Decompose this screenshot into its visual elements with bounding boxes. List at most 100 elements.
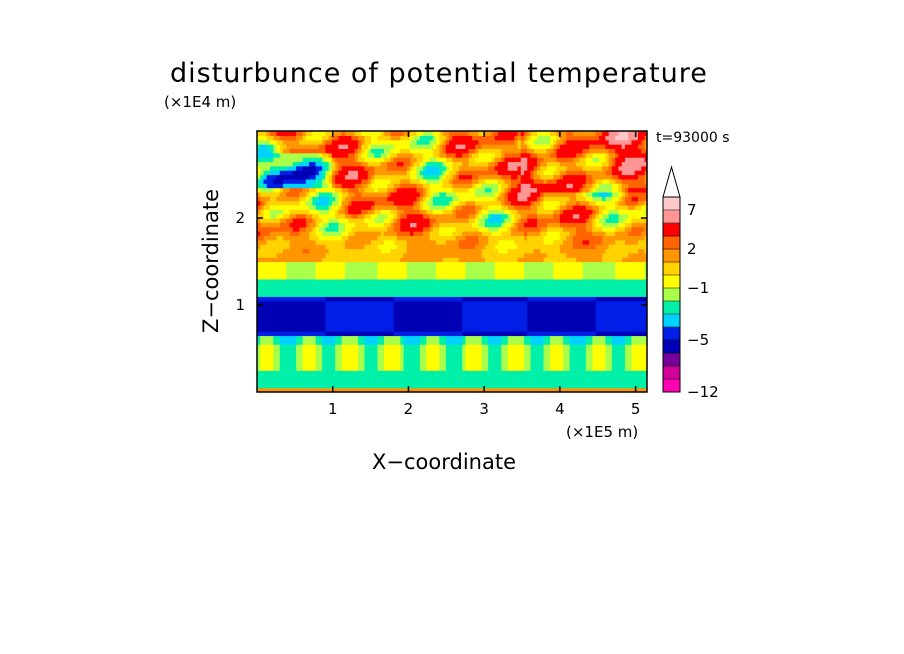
heatmap-cell — [458, 261, 463, 267]
heatmap-cell — [273, 239, 278, 245]
heatmap-cell — [344, 261, 349, 267]
heatmap-cell — [270, 218, 274, 223]
heatmap-cell — [299, 278, 304, 284]
heatmap-cell — [260, 357, 265, 363]
heatmap-cell — [533, 231, 538, 236]
heatmap-cell — [423, 344, 427, 350]
heatmap-cell — [380, 287, 385, 293]
heatmap-cell — [585, 213, 590, 219]
heatmap-cell — [468, 357, 473, 363]
heatmap-cell — [540, 348, 545, 354]
heatmap-cell — [628, 361, 633, 367]
heatmap-cell — [468, 296, 473, 302]
heatmap-cell — [481, 370, 486, 376]
heatmap-cell — [514, 374, 519, 380]
heatmap-cell — [494, 300, 499, 306]
heatmap-cell — [279, 226, 284, 232]
heatmap-cell — [553, 291, 558, 297]
heatmap-cell — [621, 322, 626, 328]
heatmap-cell — [628, 213, 633, 219]
heatmap-cell — [585, 300, 590, 306]
heatmap-cell — [328, 231, 333, 236]
heatmap-cell — [279, 274, 284, 280]
heatmap-cell — [598, 313, 603, 319]
heatmap-cell — [266, 226, 271, 232]
heatmap-cell — [413, 339, 418, 345]
heatmap-cell — [328, 261, 333, 267]
heatmap-cell — [348, 248, 353, 254]
heatmap-cell — [481, 248, 486, 254]
heatmap-cell — [602, 244, 607, 250]
heatmap-cell — [403, 287, 408, 293]
heatmap-cell — [618, 387, 623, 392]
heatmap-cell — [631, 344, 636, 350]
heatmap-cell — [257, 344, 261, 350]
heatmap-cell — [384, 239, 388, 245]
heatmap-cell — [641, 374, 646, 380]
heatmap-cell — [628, 335, 633, 341]
heatmap-cell — [348, 274, 353, 280]
heatmap-cell — [357, 352, 362, 358]
heatmap-cell — [517, 244, 522, 250]
heatmap-cell — [615, 265, 620, 271]
heatmap-cell — [537, 313, 541, 319]
heatmap-cell — [501, 274, 506, 280]
heatmap-cell — [380, 222, 385, 228]
heatmap-cell — [504, 274, 509, 280]
heatmap-cell — [618, 222, 623, 228]
heatmap-cell — [341, 378, 346, 384]
heatmap-cell — [400, 261, 405, 267]
heatmap-cell — [572, 348, 577, 354]
heatmap-cell — [569, 357, 574, 363]
heatmap-cell — [585, 252, 590, 258]
heatmap-cell — [592, 300, 597, 306]
heatmap-cell — [318, 383, 323, 389]
heatmap-cell — [475, 213, 480, 219]
heatmap-cell — [325, 335, 330, 341]
heatmap-cell — [455, 331, 460, 337]
heatmap-cell — [309, 348, 313, 354]
heatmap-cell — [494, 331, 499, 337]
heatmap-cell — [377, 239, 382, 245]
heatmap-cell — [553, 239, 558, 245]
heatmap-cell — [501, 370, 506, 376]
heatmap-cell — [585, 270, 590, 276]
heatmap-cell — [514, 265, 519, 271]
heatmap-cell — [302, 352, 307, 358]
heatmap-cell — [563, 239, 567, 245]
heatmap-cell — [322, 326, 326, 332]
heatmap-cell — [426, 226, 431, 232]
heatmap-cell — [299, 296, 304, 302]
heatmap-cell — [507, 252, 512, 258]
heatmap-cell — [397, 313, 401, 319]
heatmap-cell — [279, 387, 284, 392]
heatmap-cell — [527, 322, 532, 328]
heatmap-cell — [501, 365, 506, 371]
heatmap-cell — [432, 209, 437, 215]
heatmap-cell — [608, 231, 613, 236]
heatmap-cell — [335, 213, 340, 219]
heatmap-cell — [546, 335, 551, 341]
heatmap-cell — [397, 370, 401, 376]
heatmap-cell — [537, 283, 541, 289]
heatmap-cell — [628, 370, 633, 376]
heatmap-cell — [579, 300, 584, 306]
heatmap-cell — [559, 239, 564, 245]
heatmap-cell — [439, 218, 444, 223]
heatmap-cell — [572, 318, 577, 323]
heatmap-cell — [387, 313, 392, 319]
heatmap-cell — [559, 296, 564, 302]
heatmap-cell — [387, 331, 392, 337]
heatmap-cell — [553, 335, 558, 341]
heatmap-cell — [585, 331, 590, 337]
heatmap-cell — [517, 283, 522, 289]
heatmap-cell — [315, 244, 320, 250]
heatmap-cell — [644, 252, 647, 258]
heatmap-cell — [328, 213, 333, 219]
heatmap-cell — [370, 305, 375, 310]
heatmap-cell — [556, 305, 561, 310]
heatmap-cell — [270, 335, 274, 341]
heatmap-cell — [484, 339, 489, 345]
heatmap-cell — [524, 378, 528, 384]
heatmap-cell — [628, 387, 633, 392]
